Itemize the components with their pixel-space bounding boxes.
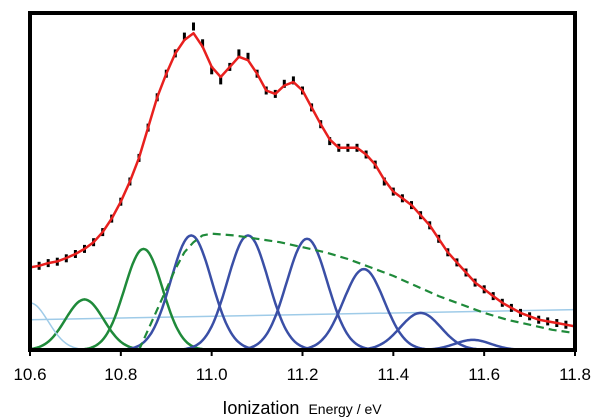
x-tick-label: 11.4 xyxy=(377,365,409,384)
x-tick-label: 10.8 xyxy=(104,365,137,384)
x-tick-label: 11.6 xyxy=(468,365,500,384)
x-axis-label-rest: Energy / eV xyxy=(308,401,382,417)
gaussian-component-5 xyxy=(225,237,389,350)
gaussian-component-2 xyxy=(67,247,220,350)
x-tick-label: 11.2 xyxy=(287,365,319,384)
baseline-line xyxy=(30,308,575,321)
dashed-green-component xyxy=(137,232,575,350)
x-axis-label-main: Ionization xyxy=(222,398,299,418)
gaussian-component-4 xyxy=(166,234,330,350)
x-tick-label: 10.6 xyxy=(13,365,46,384)
data-point xyxy=(219,76,223,85)
x-axis-label: Ionization Energy / eV xyxy=(222,398,382,418)
x-axis-ticks: 10.6 10.8 11.0 11.2 11.4 11.6 11.8 xyxy=(13,350,591,384)
gaussian-component-7 xyxy=(338,311,503,350)
data-point xyxy=(282,79,286,88)
total-fit-line xyxy=(30,31,575,328)
data-point xyxy=(246,52,250,61)
data-point xyxy=(291,76,295,85)
x-tick-label: 11.0 xyxy=(196,365,228,384)
data-point xyxy=(237,49,241,58)
x-tick-label: 11.8 xyxy=(559,365,591,384)
data-point xyxy=(192,22,195,31)
data-point xyxy=(201,39,205,48)
gaussian-component-9 xyxy=(30,302,103,350)
plot-area xyxy=(30,22,575,350)
data-point xyxy=(182,32,186,41)
data-point xyxy=(210,66,214,75)
gaussian-component-3 xyxy=(109,234,274,350)
gaussian-component-6 xyxy=(282,267,446,350)
